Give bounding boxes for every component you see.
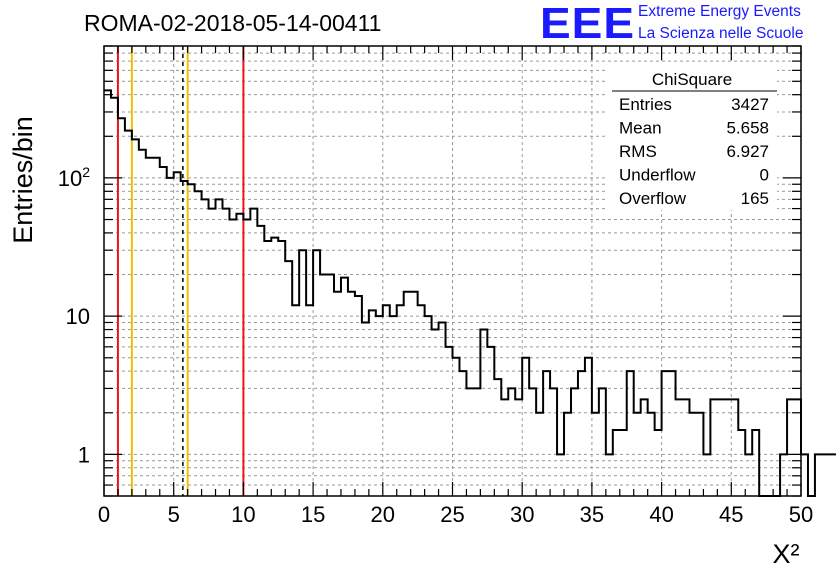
reference-lines xyxy=(116,46,245,496)
stats-box-bg xyxy=(607,64,777,210)
x-tick-label: 10 xyxy=(231,502,255,527)
x-tick-label: 40 xyxy=(649,502,673,527)
x-tick-label: 15 xyxy=(301,502,325,527)
x-tick-label: 5 xyxy=(168,502,180,527)
x-tick-label: 30 xyxy=(510,502,534,527)
logo-line-1: Extreme Energy Events xyxy=(638,3,801,20)
stats-label-overflow: Overflow xyxy=(619,189,687,208)
stats-label-underflow: Underflow xyxy=(619,166,696,185)
stats-box: ChiSquare Entries 3427 Mean 5.658 RMS 6.927 Und… xyxy=(607,64,777,210)
stats-value-rms: 6.927 xyxy=(726,142,769,161)
stats-label-entries: Entries xyxy=(619,95,672,114)
y-tick-label: 102 xyxy=(58,164,90,191)
histogram-series xyxy=(104,89,836,497)
histogram-line xyxy=(104,89,836,497)
stats-value-entries: 3427 xyxy=(731,95,769,114)
axis-ticks: 0 5 10 15 20 25 30 35 40 45 50 1 10 102 xyxy=(58,45,813,527)
x-tick-label: 45 xyxy=(719,502,743,527)
y-tick-label: 1 xyxy=(78,442,90,467)
chart-title: ROMA-02-2018-05-14-00411 xyxy=(84,10,382,36)
x-tick-label: 0 xyxy=(98,502,110,527)
x-tick-label: 35 xyxy=(580,502,604,527)
x-axis-label: X² xyxy=(773,539,800,569)
stats-value-mean: 5.658 xyxy=(726,119,769,138)
stats-label-mean: Mean xyxy=(619,119,662,138)
stats-box-title: ChiSquare xyxy=(652,70,732,89)
x-tick-label: 50 xyxy=(789,502,813,527)
stats-value-overflow: 165 xyxy=(741,189,769,208)
logo-line-2: La Scienza nelle Scuole xyxy=(638,25,804,42)
stats-value-underflow: 0 xyxy=(760,166,769,185)
x-tick-label: 25 xyxy=(440,502,464,527)
y-axis-label: Entries/bin xyxy=(8,116,38,244)
stats-label-rms: RMS xyxy=(619,142,657,161)
eee-logo: EEE xyxy=(540,0,636,48)
x-tick-label: 20 xyxy=(371,502,395,527)
y-tick-label: 10 xyxy=(66,304,90,329)
